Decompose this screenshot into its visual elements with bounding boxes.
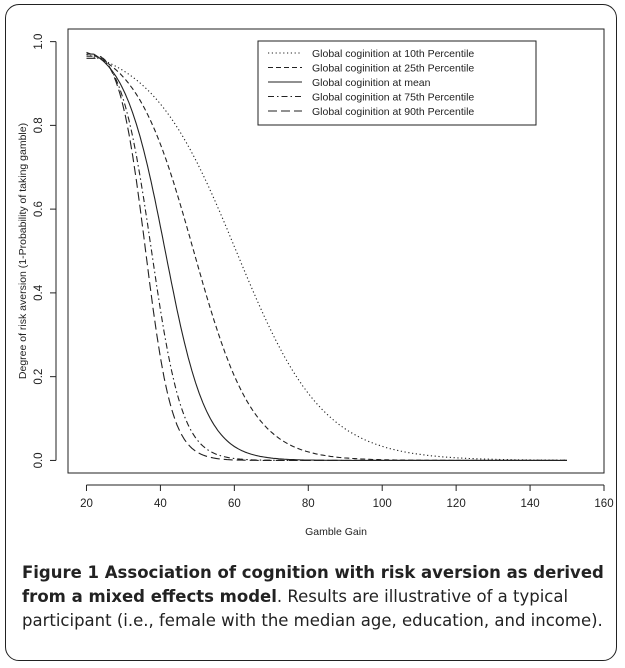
y-tick-label: 0.4 [33, 284, 45, 301]
x-tick-label: 140 [520, 498, 539, 510]
series-line-2 [86, 51, 567, 461]
caption-figure-label: Figure 1 [22, 563, 100, 582]
x-tick-label: 20 [80, 498, 93, 510]
x-tick-label: 80 [302, 498, 315, 510]
legend-label-3: Global coginition at mean [312, 77, 431, 89]
series-line-4 [86, 55, 567, 461]
legend-box [257, 40, 537, 126]
legend-label-5: Global coginition at 90th Percentile [312, 106, 474, 118]
figure-frame: 20 40 60 80 100 120 140 160 Gamble Gain 0.0 0.2 0.4… [5, 4, 617, 661]
legend-label-2: Global coginition at 25th Percentile [312, 63, 474, 75]
y-tick-label: 0.8 [33, 117, 45, 133]
legend-label-4: Global coginition at 75th Percentile [312, 92, 474, 104]
x-tick-label: 60 [228, 498, 241, 510]
plot-box [67, 28, 605, 474]
x-axis-label: Gamble Gain [305, 526, 367, 538]
caption-title: Association of cognition with risk avers… [22, 563, 604, 606]
line-chart: 20 40 60 80 100 120 140 160 Gamble Gain 0.0 0.2 0.4… [17, 28, 614, 538]
figure-caption: Figure 1 Association of cognition with r… [22, 561, 616, 633]
y-tick-label: 0.0 [33, 452, 45, 468]
y-tick-label: 0.2 [33, 369, 45, 385]
legend-label-1: Global coginition at 10th Percentile [312, 48, 474, 60]
y-tick-label: 1.0 [33, 34, 45, 50]
x-tick-label: 40 [154, 498, 167, 510]
y-tick-label: 0.6 [33, 201, 45, 217]
y-axis-label: Degree of risk aversion (1-Probability o… [17, 123, 29, 379]
series-line-5 [86, 57, 567, 461]
caption-text: . Results are illustrative of a typical … [22, 587, 603, 630]
x-tick-label: 120 [447, 498, 466, 510]
x-tick-label: 100 [373, 498, 392, 510]
x-tick-label: 160 [594, 498, 613, 510]
